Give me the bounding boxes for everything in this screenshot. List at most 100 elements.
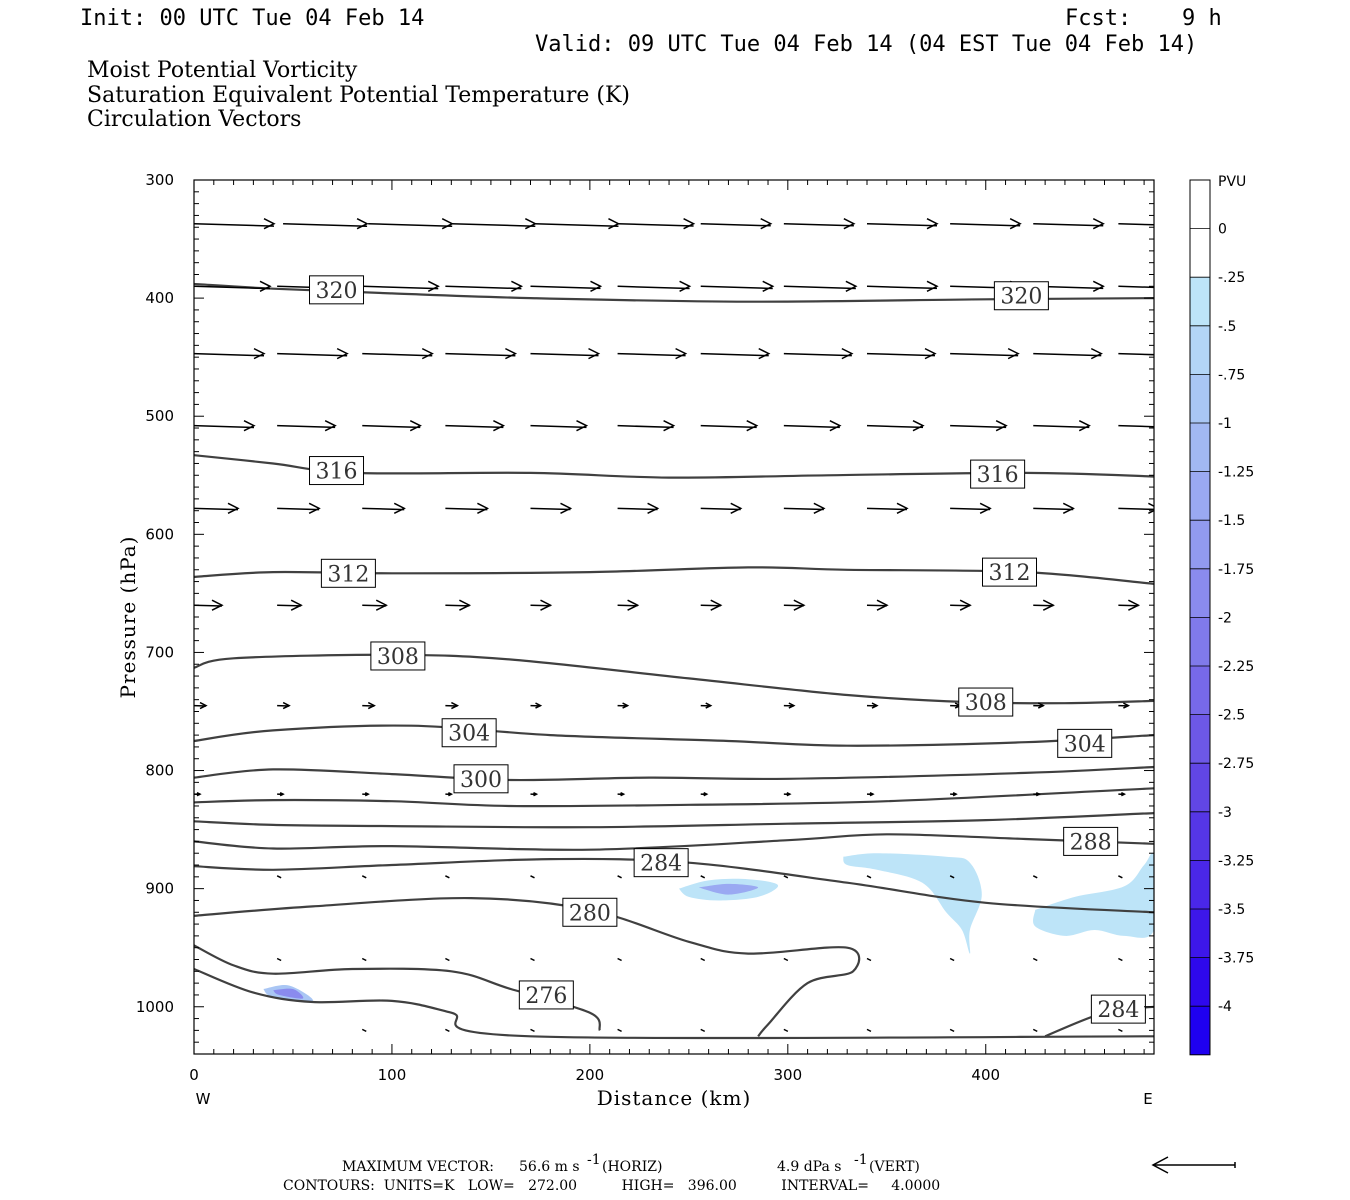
vector-shaft xyxy=(1032,875,1038,879)
circulation-vector xyxy=(445,347,518,360)
vector-head xyxy=(1090,347,1103,360)
vector-head xyxy=(393,502,406,515)
circulation-vector xyxy=(361,875,367,879)
mpv-shaded-region xyxy=(1033,852,1154,938)
contour-label-text: 276 xyxy=(525,984,567,1009)
vector-shaft xyxy=(445,604,470,607)
circulation-vector xyxy=(783,419,842,432)
circulation-vector xyxy=(362,502,406,515)
vector-head xyxy=(1062,502,1075,515)
vector-head xyxy=(263,218,276,230)
circulation-vector xyxy=(700,599,723,611)
contour-label-box xyxy=(453,764,509,794)
circulation-vector xyxy=(700,702,713,709)
contour-label-text: 304 xyxy=(1064,732,1106,757)
vector-head xyxy=(1037,702,1045,709)
circulation-vector xyxy=(361,1028,367,1033)
contour-info: CONTOURS: UNITS=K LOW= 272.00 HIGH= 396.… xyxy=(283,1178,940,1194)
circulation-vector xyxy=(194,419,256,432)
vector-shaft xyxy=(368,222,453,227)
contour-label-layer: 320 320 316 316 312 312 308 308 304 304 300 288 284 2… xyxy=(309,275,1146,1024)
vector-shaft xyxy=(617,1028,622,1033)
circulation-vector xyxy=(949,1028,955,1033)
vector-shaft xyxy=(950,507,991,511)
circulation-vector xyxy=(445,1028,450,1033)
circulation-vector xyxy=(530,419,589,432)
vector-shaft xyxy=(866,875,872,879)
vector-head xyxy=(829,419,842,432)
contour-label-text: 316 xyxy=(977,463,1019,488)
vector-head xyxy=(308,502,321,515)
contour-label-text: 308 xyxy=(377,645,419,670)
colorbar-segment xyxy=(1190,228,1210,278)
circulation-vector xyxy=(368,218,454,230)
circulation-vector xyxy=(1118,285,1154,289)
colorbar-segment xyxy=(1190,277,1210,326)
vector-shaft xyxy=(783,352,852,357)
circulation-vector xyxy=(866,702,879,709)
vector-head xyxy=(409,419,422,432)
circulation-vector xyxy=(445,957,450,962)
vector-head xyxy=(279,791,285,797)
circulation-vector xyxy=(194,280,272,292)
vector-shaft xyxy=(1118,957,1123,962)
vector-head xyxy=(1164,421,1174,431)
y-tick-label: 500 xyxy=(145,407,174,425)
colorbar-label: -2.5 xyxy=(1218,708,1245,724)
circulation-vector xyxy=(783,280,858,292)
vector-shaft xyxy=(277,604,302,607)
contour-label-304: 304 xyxy=(1057,728,1113,758)
circulation-vector xyxy=(617,280,692,292)
vector-shaft xyxy=(866,424,924,429)
vector-shaft xyxy=(283,222,368,227)
colorbar-segment xyxy=(1190,180,1210,229)
circulation-vector-layer xyxy=(194,218,1174,1033)
vector-shaft xyxy=(700,285,773,290)
circulation-vector xyxy=(530,347,601,360)
vector-shaft xyxy=(866,604,888,607)
vector-head xyxy=(730,502,743,515)
circulation-vector xyxy=(783,875,789,879)
vector-head xyxy=(588,347,601,360)
contour-label-box xyxy=(958,687,1014,717)
vector-head xyxy=(1092,280,1105,292)
circulation-vector xyxy=(362,599,388,611)
contour-label-box xyxy=(1090,994,1146,1024)
contour-label-316: 316 xyxy=(309,456,365,486)
circulation-vector xyxy=(1118,702,1131,709)
vector-shaft xyxy=(1118,604,1139,607)
vector-shaft xyxy=(866,957,872,962)
vector-shaft xyxy=(617,352,686,357)
circulation-vector xyxy=(445,419,506,432)
vector-shaft xyxy=(866,352,936,357)
vector-shaft xyxy=(700,957,706,962)
circulation-vector xyxy=(783,1028,789,1033)
circulation-vector xyxy=(1118,599,1141,611)
circulation-vector xyxy=(1032,875,1038,879)
vector-head xyxy=(505,347,518,360)
circulation-vector xyxy=(445,280,524,292)
vector-shaft xyxy=(277,507,320,511)
vector-shaft xyxy=(700,604,721,607)
vector-shaft xyxy=(530,604,551,607)
contour-label-text: 280 xyxy=(569,901,611,926)
circulation-vector xyxy=(617,1028,622,1033)
circulation-vector xyxy=(530,599,553,611)
vector-shaft xyxy=(1118,424,1154,428)
contour-label-box xyxy=(441,718,497,748)
vector-shaft xyxy=(617,424,674,429)
contour-label-text: 300 xyxy=(460,768,502,793)
x-tick-label: 0 xyxy=(189,1066,199,1084)
colorbar-segment xyxy=(1190,568,1210,618)
colorbar-segment xyxy=(1190,909,1210,958)
mpv-shaded-region xyxy=(273,988,304,999)
y-tick-label: 600 xyxy=(145,525,174,543)
contour-label-box xyxy=(982,557,1038,587)
circulation-vector xyxy=(283,218,369,230)
x-end-label-east: E xyxy=(1143,1090,1152,1108)
colorbar-segment xyxy=(1190,666,1210,715)
vector-shaft xyxy=(194,424,255,429)
vector-shaft xyxy=(445,1028,450,1033)
circulation-vector xyxy=(783,599,806,611)
circulation-vector xyxy=(1118,421,1174,431)
